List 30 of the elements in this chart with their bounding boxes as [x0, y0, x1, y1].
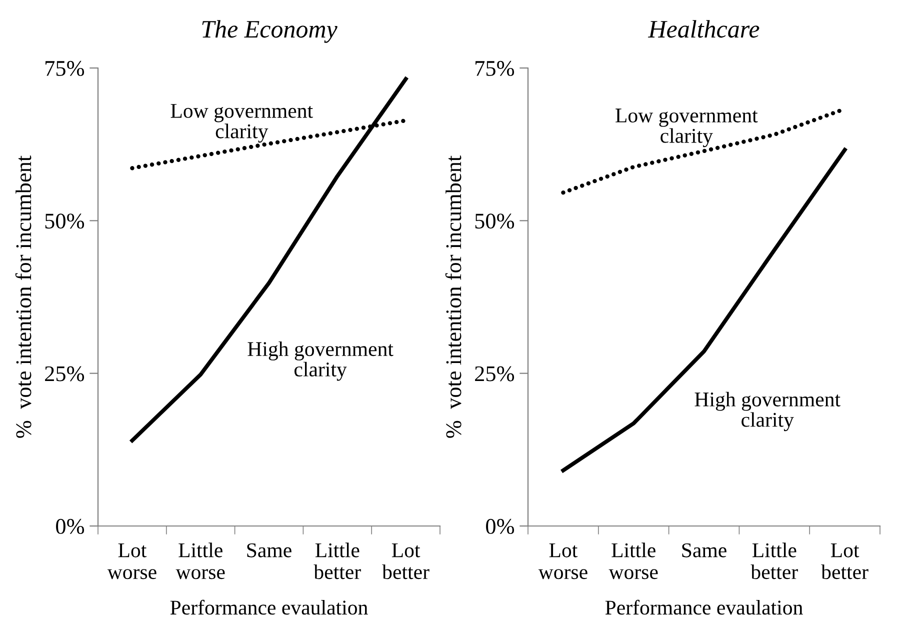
y-tick-label: 50% [45, 214, 84, 229]
y-tick-label: 0% [486, 518, 514, 534]
series-label: Low government clarity [170, 104, 313, 143]
y-tick-label: 50% [475, 214, 514, 229]
x-tick-label: Little better [750, 542, 798, 580]
x-tick-label: Same [682, 543, 726, 558]
y-tick-label: 25% [475, 366, 514, 382]
x-tick-label: Little worse [176, 542, 225, 580]
y-tick-label: 75% [46, 60, 84, 76]
y-tick-label: 0% [56, 518, 84, 534]
chart-title: Healthcare [648, 20, 760, 38]
x-tick-label: Same [247, 543, 292, 558]
line-series [130, 77, 408, 442]
x-tick-label: Lot worse [107, 543, 156, 580]
x-axis-title: Performance evaulation [605, 600, 803, 615]
x-tick-label: Lot better [382, 543, 430, 580]
y-axis-title: % vote intention for incumbent [445, 155, 462, 438]
series-label: High government clarity [248, 341, 394, 381]
x-tick-label: Little worse [608, 542, 658, 580]
chart-title: The Economy [202, 20, 338, 43]
x-tick-label: Lot worse [538, 543, 588, 580]
line-series [561, 148, 847, 472]
y-tick-label: 75% [476, 60, 514, 76]
x-tick-label: Little better [314, 542, 361, 580]
y-tick-label: 25% [45, 366, 84, 382]
series-label: High government clarity [694, 392, 840, 432]
y-axis-title: % vote intention for incumbent [15, 155, 32, 438]
series-label: Low government clarity [616, 108, 758, 148]
x-tick-label: Lot better [821, 543, 868, 580]
x-axis-title: Performance evaulation [170, 600, 368, 615]
